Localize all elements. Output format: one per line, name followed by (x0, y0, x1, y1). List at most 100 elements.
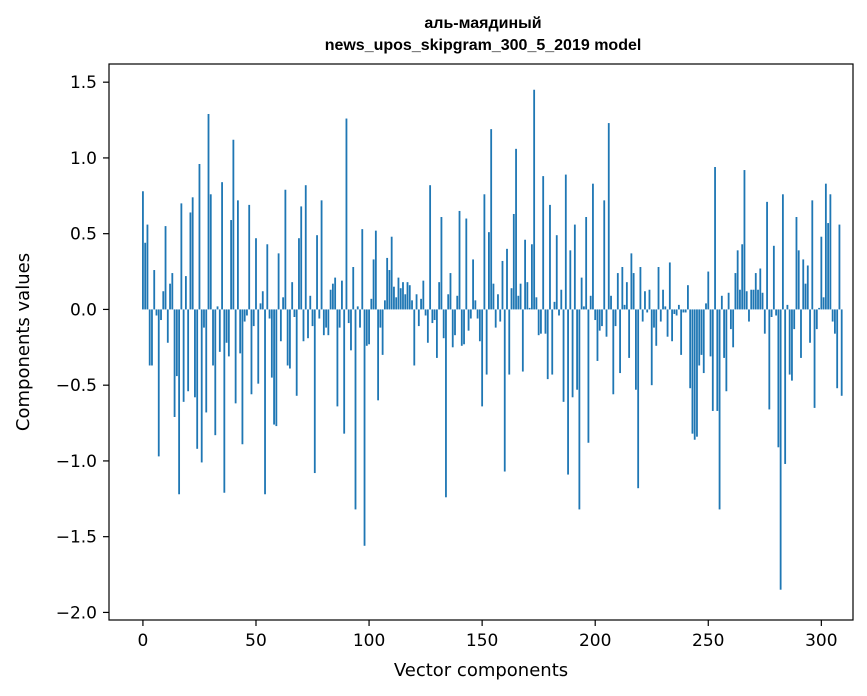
bar (526, 282, 529, 310)
bar (422, 280, 425, 310)
bar (725, 309, 728, 392)
bar (619, 309, 621, 374)
bar (614, 309, 617, 327)
bar (250, 309, 253, 395)
bar (616, 273, 619, 310)
bar (237, 200, 239, 310)
bar (322, 309, 325, 336)
bar (748, 309, 750, 322)
bar (304, 185, 307, 310)
bar (469, 309, 472, 319)
bar (739, 289, 741, 310)
bar (142, 191, 144, 310)
x-axis-label: Vector components (394, 660, 568, 681)
bar (417, 309, 420, 327)
y-tick-label: 1.5 (70, 73, 97, 93)
bar (664, 306, 667, 310)
bar (404, 294, 407, 310)
bar (255, 238, 257, 310)
bar (433, 309, 436, 321)
bar (436, 309, 438, 358)
bar (824, 183, 827, 310)
bar (329, 289, 332, 310)
bar (691, 309, 694, 434)
bar (300, 206, 303, 310)
bar (718, 309, 721, 510)
bar (659, 309, 662, 322)
bar (800, 309, 802, 358)
bar (284, 189, 287, 310)
bar (261, 291, 264, 310)
bar (413, 309, 416, 366)
plot-area-frame (108, 63, 854, 621)
bar (386, 257, 389, 310)
bar (763, 309, 766, 334)
bar (438, 282, 441, 310)
bar (212, 309, 214, 366)
bar (628, 309, 631, 358)
x-axis-ticks: 0 50 100 150 200 250 300 (138, 620, 838, 651)
bar (723, 309, 726, 358)
bar (571, 309, 574, 398)
bar (246, 309, 248, 316)
bar (702, 309, 705, 374)
bar (374, 230, 377, 310)
bar (456, 295, 459, 310)
bar (218, 309, 221, 352)
y-tick-label: −1.0 (56, 452, 97, 472)
y-tick-label: −2.0 (56, 603, 97, 623)
bar (216, 306, 219, 310)
bar (809, 309, 811, 343)
bar (757, 289, 759, 310)
bar (406, 282, 409, 310)
bar (635, 309, 637, 390)
bar (687, 285, 689, 310)
bar (779, 309, 782, 590)
bar (781, 194, 784, 310)
x-tick-label: 150 (466, 631, 498, 651)
bar (829, 194, 832, 310)
bar (336, 309, 339, 407)
bar (320, 200, 323, 310)
bar (820, 236, 823, 310)
bar (589, 295, 592, 310)
bar (499, 309, 502, 322)
bar (506, 248, 508, 310)
bar (521, 309, 524, 372)
bar (361, 229, 364, 310)
bar (587, 309, 590, 443)
bar (449, 273, 452, 310)
bar (476, 309, 479, 319)
bar (662, 289, 664, 310)
bar (802, 259, 805, 310)
bar (203, 309, 205, 328)
bar (485, 309, 488, 375)
bar (365, 309, 368, 346)
bar (834, 309, 836, 334)
bar (585, 217, 588, 310)
bar (445, 309, 447, 498)
bar (711, 309, 714, 411)
bar (501, 260, 504, 310)
bar (227, 309, 230, 357)
bar (732, 309, 735, 348)
bar (698, 309, 701, 366)
bar (754, 273, 757, 310)
bar (519, 283, 522, 310)
bar (666, 309, 669, 337)
bar (214, 309, 217, 436)
bar (555, 235, 558, 310)
bar (164, 226, 167, 310)
bar (388, 270, 391, 310)
bar (707, 271, 710, 310)
bar (766, 201, 768, 310)
bar (745, 291, 748, 310)
bar (316, 235, 318, 310)
bar (831, 309, 834, 322)
bar (524, 239, 526, 310)
bar (474, 300, 477, 310)
bar (275, 309, 278, 427)
bar (478, 309, 481, 342)
bar (200, 309, 203, 463)
